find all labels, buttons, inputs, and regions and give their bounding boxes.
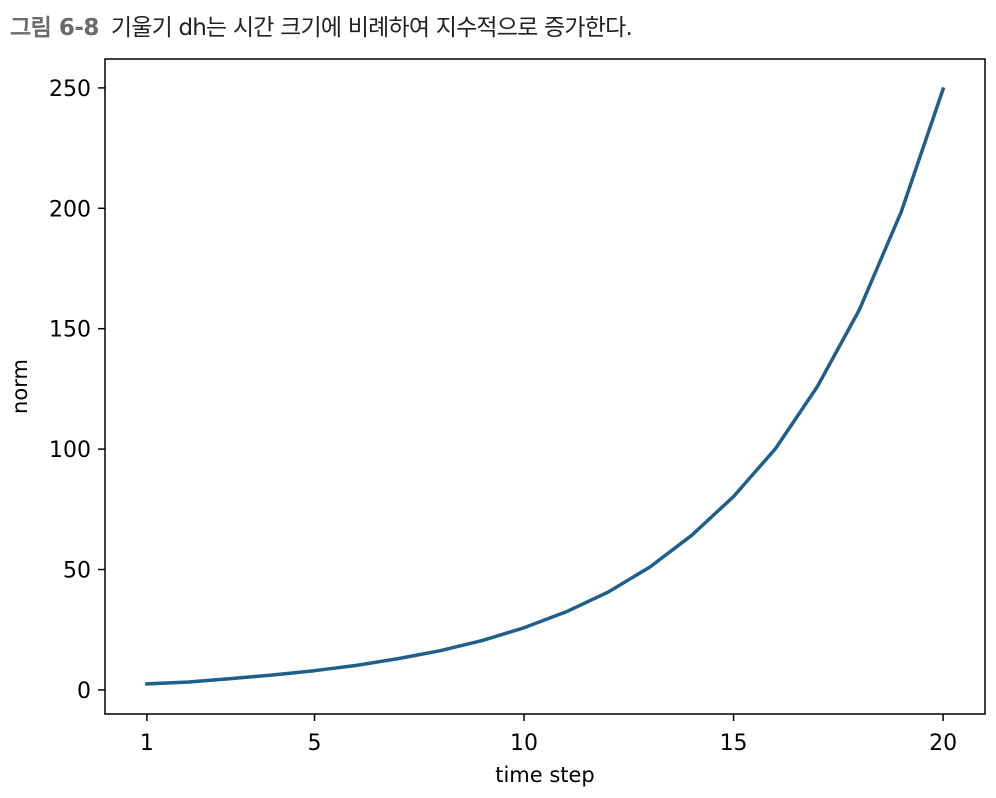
x-axis-label: time step xyxy=(495,763,595,787)
y-axis-label: norm xyxy=(8,359,32,414)
figure-number: 그림 6-8 xyxy=(10,15,99,41)
y-tick-label: 100 xyxy=(49,438,91,463)
x-tick-label: 20 xyxy=(929,731,957,756)
y-tick-label: 150 xyxy=(49,318,91,343)
series-line xyxy=(145,86,946,686)
y-tick-label: 0 xyxy=(77,679,91,704)
x-tick-label: 10 xyxy=(510,731,538,756)
plot-frame xyxy=(104,58,986,715)
x-tick-label: 1 xyxy=(140,731,154,756)
figure-caption-text: 기울기 dh는 시간 크기에 비례하여 지수적으로 증가한다. xyxy=(110,15,633,41)
y-tick-label: 250 xyxy=(49,77,91,102)
figure-caption: 그림 6-8 기울기 dh는 시간 크기에 비례하여 지수적으로 증가한다. xyxy=(10,8,633,44)
y-tick-label: 200 xyxy=(49,197,91,222)
y-tick-label: 50 xyxy=(63,559,91,584)
x-axis-ticks: 1 5 10 15 20 xyxy=(140,714,957,756)
y-axis-ticks: 0 50 100 150 200 250 xyxy=(49,77,105,704)
x-tick-label: 5 xyxy=(308,731,322,756)
x-tick-label: 15 xyxy=(720,731,748,756)
chart-marks xyxy=(145,86,946,686)
